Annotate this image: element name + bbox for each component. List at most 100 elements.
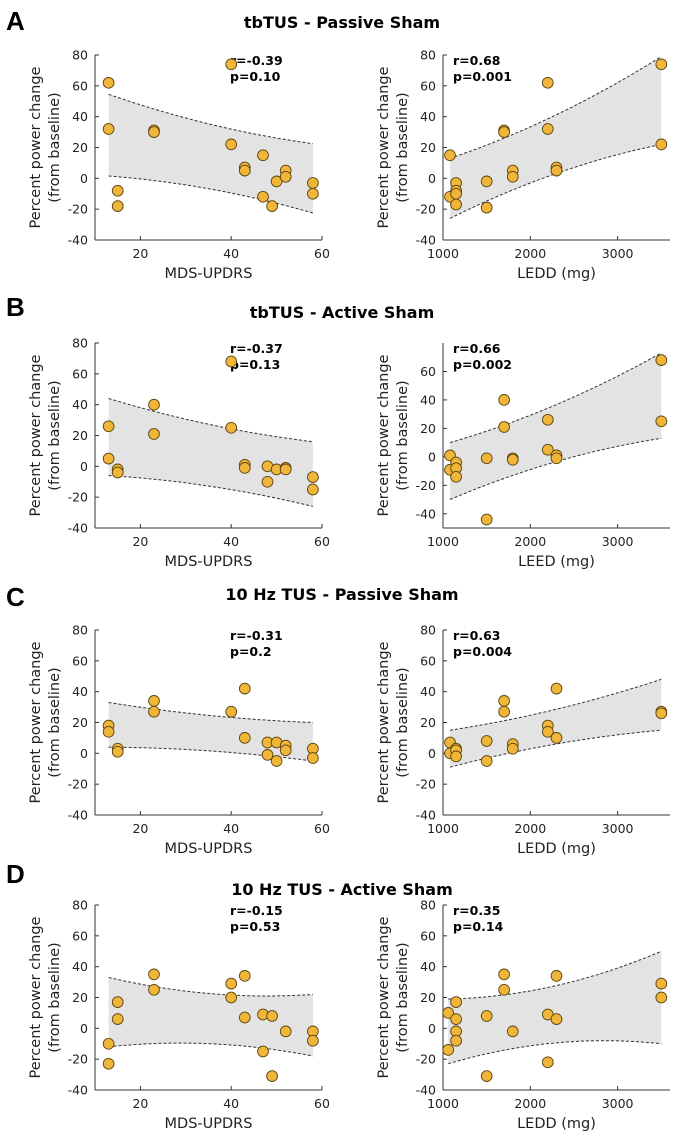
data-point	[480, 755, 493, 767]
x-tick-label: 60	[314, 534, 330, 549]
data-point	[266, 200, 278, 212]
data-point	[148, 398, 160, 411]
y-tick-label: 40	[72, 109, 88, 124]
correlation-r: r=-0.39	[230, 53, 283, 68]
data-point	[498, 983, 510, 996]
data-point	[111, 996, 124, 1008]
x-tick-label: 2000	[514, 821, 546, 836]
confidence-upper-bound	[449, 56, 662, 159]
data-point	[279, 744, 292, 757]
y-tick-label: 60	[420, 78, 436, 93]
data-point	[541, 123, 554, 135]
panel-title: tbTUS - Passive Sham	[244, 13, 440, 32]
scatter-plot-C-right: -40 -20 0 20 40 60 80 1000 2000 3000 LEDD (mg) Perc…	[376, 623, 670, 857]
x-axis-label: MDS-UPDRS	[165, 1116, 253, 1132]
data-point	[261, 475, 274, 488]
data-point	[307, 752, 319, 764]
x-axis-label: LEDD (mg)	[517, 1116, 596, 1132]
y-tick-label: 0	[428, 171, 436, 186]
correlation-p: p=0.001	[453, 69, 512, 84]
data-point	[498, 968, 510, 981]
data-point	[238, 462, 251, 474]
x-tick-label: 40	[223, 1096, 239, 1111]
data-point	[238, 1011, 251, 1024]
data-point	[450, 198, 462, 211]
y-tick-label: 0	[80, 1021, 88, 1036]
x-tick-label: 2000	[514, 1096, 546, 1111]
confidence-upper-bound	[108, 398, 313, 443]
y-axis-label: (from baseline)	[47, 92, 63, 202]
data-point	[498, 394, 510, 406]
x-tick-label: 3000	[602, 1096, 634, 1111]
y-tick-label: 80	[72, 336, 88, 351]
data-point	[480, 175, 493, 188]
confidence-upper-bound	[108, 93, 313, 145]
y-tick-label: -20	[416, 1052, 436, 1067]
data-point	[148, 126, 160, 138]
correlation-p: p=0.14	[453, 919, 504, 934]
data-point	[480, 201, 493, 214]
data-point	[541, 413, 554, 426]
data-point	[102, 76, 115, 89]
y-tick-label: 80	[420, 898, 436, 913]
data-point	[111, 745, 124, 758]
correlation-p: p=0.2	[230, 644, 272, 659]
y-tick-label: 0	[428, 746, 436, 761]
scatter-plot-A-left: -40 -20 0 20 40 60 80 20 40 60 MDS-UPDRS Percent po…	[28, 48, 330, 283]
x-tick-label: 3000	[602, 534, 634, 549]
data-point	[655, 707, 668, 720]
y-axis-label: Percent power change	[376, 354, 392, 516]
y-axis-label: Percent power change	[28, 66, 44, 228]
scatter-plot-C-left: -40 -20 0 20 40 60 80 20 40 60 MDS-UPDRS Percent po…	[28, 623, 330, 858]
data-point	[111, 1013, 124, 1025]
correlation-p: p=0.002	[453, 357, 512, 372]
data-point	[266, 1070, 278, 1082]
confidence-upper-bound	[449, 352, 662, 444]
data-point	[498, 705, 510, 718]
data-point	[225, 421, 238, 434]
y-tick-label: 60	[420, 928, 436, 943]
confidence-lower-bound	[108, 475, 314, 507]
data-point	[655, 991, 668, 1004]
data-point	[498, 695, 510, 707]
y-axis-label: Percent power change	[376, 641, 392, 803]
correlation-p: p=0.13	[230, 357, 280, 372]
data-point	[111, 466, 124, 479]
y-axis-label: (from baseline)	[47, 380, 63, 490]
y-tick-label: -20	[68, 490, 88, 505]
data-point	[450, 750, 462, 763]
data-point	[148, 705, 160, 718]
y-tick-label: 80	[72, 48, 88, 63]
panel-letter: D	[6, 859, 25, 889]
data-point	[238, 682, 251, 695]
data-point	[261, 749, 274, 761]
correlation-r: r=0.66	[453, 341, 501, 356]
data-point	[450, 470, 462, 483]
y-tick-label: 20	[420, 421, 436, 436]
x-tick-label: 2000	[514, 246, 546, 261]
data-point	[442, 1044, 455, 1056]
data-point	[442, 1007, 455, 1019]
y-tick-label: -40	[416, 233, 436, 248]
data-point	[225, 705, 238, 718]
confidence-band	[448, 951, 662, 1064]
x-tick-label: 60	[314, 246, 330, 261]
y-tick-label: 60	[72, 928, 88, 943]
data-point	[270, 755, 283, 767]
correlation-p: p=0.53	[230, 919, 280, 934]
data-point	[550, 452, 563, 465]
data-point	[655, 354, 668, 366]
data-point	[225, 58, 238, 71]
data-point	[102, 725, 115, 738]
y-axis-label: Percent power change	[28, 916, 44, 1078]
x-axis-label: LEDD (mg)	[517, 841, 596, 857]
x-tick-label: 3000	[602, 821, 634, 836]
y-tick-label: 80	[72, 623, 88, 638]
data-point	[307, 1034, 319, 1047]
data-point	[550, 1013, 563, 1025]
y-tick-label: 0	[80, 171, 88, 186]
x-axis-label: LEDD (mg)	[517, 266, 596, 282]
y-axis-label: Percent power change	[376, 916, 392, 1078]
y-tick-label: 20	[72, 428, 88, 443]
data-point	[450, 187, 462, 200]
